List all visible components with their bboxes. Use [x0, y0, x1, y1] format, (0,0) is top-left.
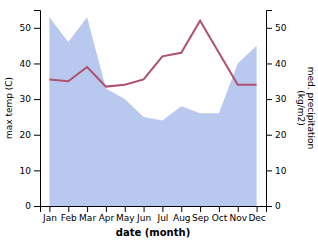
tick-label: 50: [20, 23, 32, 33]
tick-mark: [200, 206, 201, 212]
tick-label: Jul: [156, 213, 168, 223]
tick-label: Jan: [42, 213, 57, 223]
tick-label: Jun: [136, 213, 151, 223]
chart: Jan FebMarAprMayJun Jul AugSepOctNovDec 0 10 2…: [0, 0, 318, 242]
tick-label: Aug: [173, 213, 191, 223]
tick-label: 50: [275, 23, 287, 33]
tick-label: Feb: [61, 213, 77, 223]
axis-line: [41, 207, 267, 213]
tick: 20: [20, 130, 40, 140]
tick-mark: [68, 206, 69, 212]
tick-mark: [219, 206, 220, 212]
tick-label: 0: [275, 201, 281, 211]
tick-mark: [144, 206, 145, 212]
tick: Apr: [99, 206, 115, 223]
tick-mark: [181, 206, 182, 212]
tick: 30: [266, 94, 287, 104]
y-axis: 0 10 20 30 40 50: [20, 11, 41, 212]
tick: 40: [20, 59, 40, 69]
tick-label: 10: [20, 166, 32, 176]
text-line: med. precipitation: [306, 67, 316, 149]
tick: Jun: [136, 206, 151, 223]
tick-label: 40: [275, 59, 287, 69]
tick: Oct: [212, 206, 228, 223]
tick-mark: [266, 63, 272, 64]
tick-label: Nov: [229, 213, 247, 223]
tick-mark: [238, 206, 239, 212]
tick: 10: [20, 166, 40, 176]
plot: Jan FebMarAprMayJun Jul AugSepOctNovDec 0 10 2…: [4, 11, 316, 239]
tick-label: 20: [20, 130, 32, 140]
tick-mark: [49, 206, 50, 212]
text-line: date (month): [116, 227, 190, 238]
tick-mark: [257, 206, 258, 212]
tick: 50: [266, 23, 287, 33]
tick-label: Dec: [248, 213, 265, 223]
y2-axis: 0 10 20 30 40 50: [266, 11, 287, 212]
tick-label: 30: [275, 94, 287, 104]
tick: 30: [20, 94, 40, 104]
tick-label: 10: [275, 166, 287, 176]
tick: 20: [266, 130, 287, 140]
tick-label: 20: [275, 130, 287, 140]
text-line: max temp (C): [4, 77, 14, 139]
tick-mark: [34, 170, 40, 171]
tick-mark: [266, 206, 272, 207]
tick-mark: [125, 206, 126, 212]
tick-mark: [87, 206, 88, 212]
tick: 0: [25, 201, 40, 211]
tick-mark: [34, 206, 40, 207]
tick-label: 30: [20, 94, 32, 104]
tick: Mar: [79, 206, 96, 223]
tick-mark: [266, 170, 272, 171]
axis-line: [267, 11, 273, 207]
tick: Dec: [248, 206, 265, 223]
tick: 40: [266, 59, 287, 69]
x-axis: Jan FebMarAprMayJun Jul AugSepOctNovDec: [41, 206, 267, 223]
tick: 0: [266, 201, 281, 211]
x-axis-title: date (month): [116, 227, 190, 238]
tick-label: Oct: [212, 213, 228, 223]
tick: Nov: [229, 206, 247, 223]
tick: Jan: [42, 206, 57, 223]
tick: 10: [266, 166, 287, 176]
tick-mark: [34, 135, 40, 136]
tick-label: 0: [25, 201, 31, 211]
tick: Sep: [192, 206, 209, 223]
marks: [49, 17, 256, 206]
tick-label: 40: [20, 59, 32, 69]
tick-mark: [266, 135, 272, 136]
tick-label: Apr: [99, 213, 115, 223]
y-axis-title: max temp (C): [4, 77, 14, 139]
tick: May: [116, 206, 135, 223]
tick-label: Sep: [192, 213, 209, 223]
text-line: (kg/m2): [296, 90, 306, 125]
tick-mark: [266, 99, 272, 100]
tick-mark: [266, 28, 272, 29]
tick: 50: [20, 23, 40, 33]
tick-label: May: [116, 213, 135, 223]
tick-mark: [162, 206, 163, 212]
line: [49, 21, 256, 87]
tick-mark: [34, 28, 40, 29]
y2-axis-title: med. precipitation(kg/m2): [296, 67, 316, 149]
tick: Aug: [173, 206, 191, 223]
tick: Feb: [61, 206, 77, 223]
area: [49, 17, 256, 206]
tick: Jul: [156, 206, 168, 223]
tick-mark: [34, 99, 40, 100]
tick-mark: [106, 206, 107, 212]
tick-label: Mar: [79, 213, 96, 223]
axis-line: [34, 11, 41, 207]
tick-mark: [34, 63, 40, 64]
